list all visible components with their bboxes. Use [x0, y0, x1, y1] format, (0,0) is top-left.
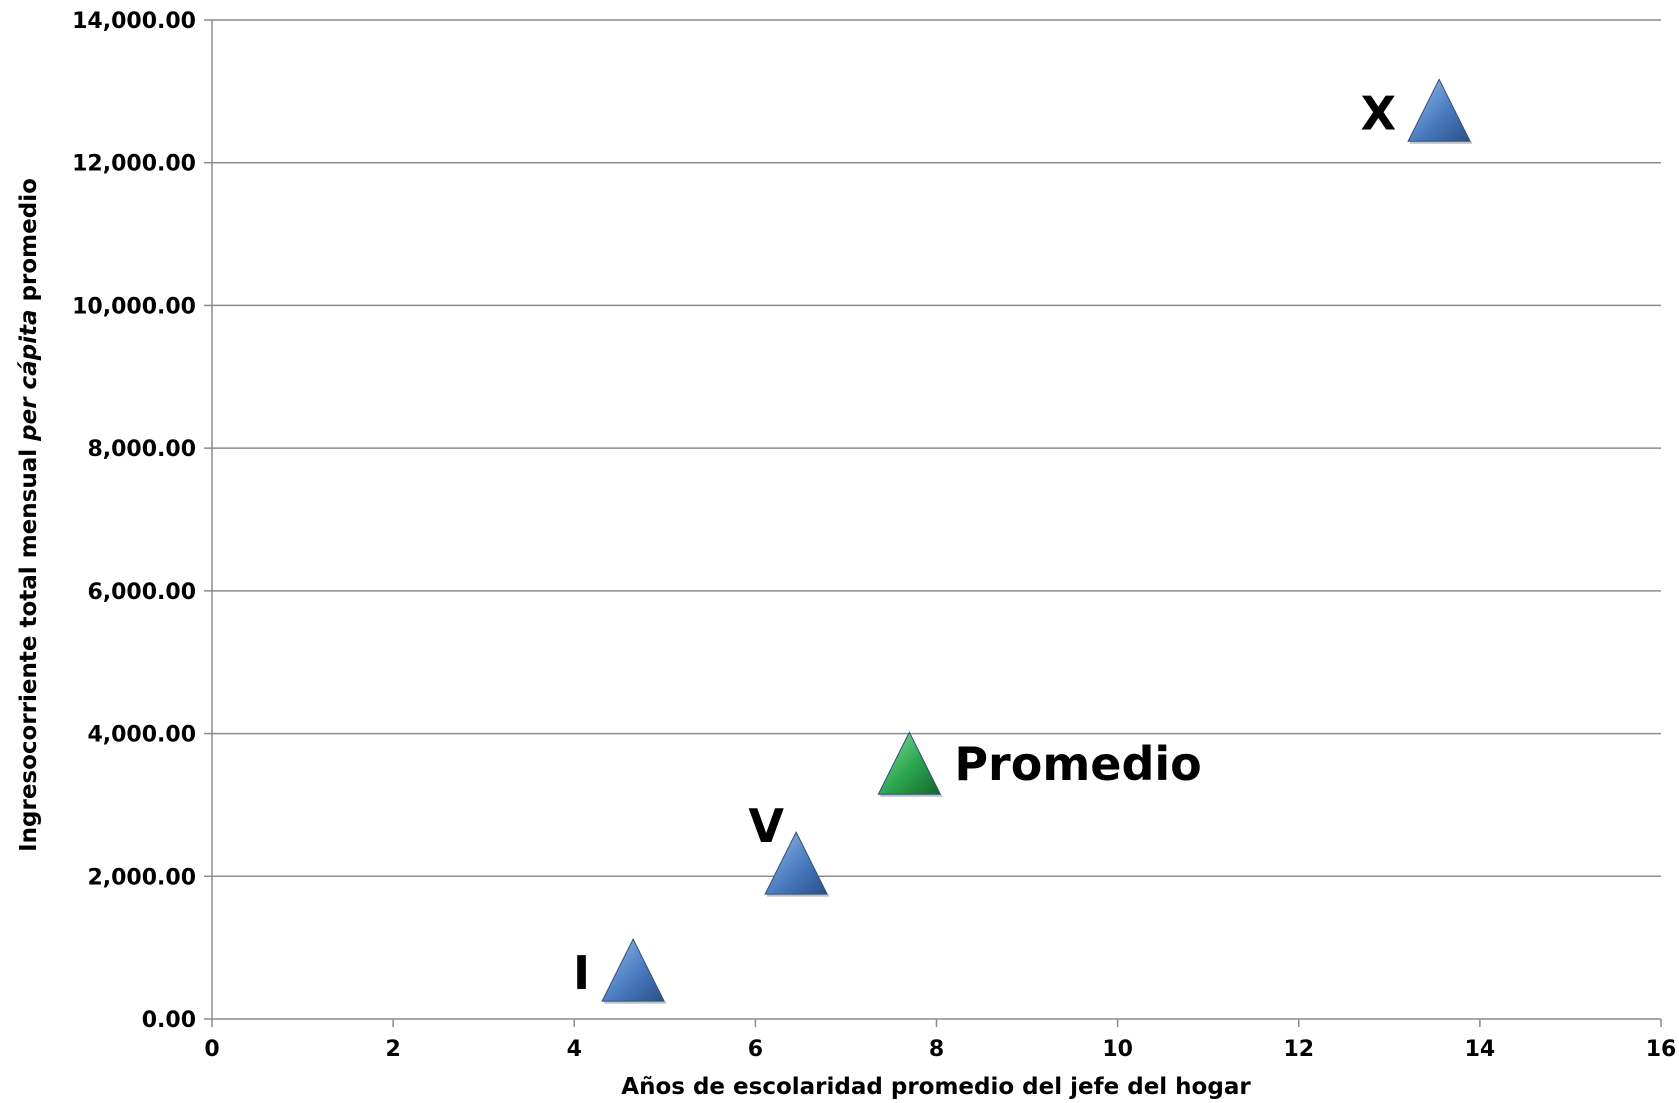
- triangle-marker: [601, 938, 665, 1002]
- point-label: X: [1361, 86, 1396, 140]
- y-tick-label: 0.00: [142, 1008, 196, 1033]
- x-tick-label: 14: [1465, 1037, 1496, 1062]
- x-tick-label: 2: [385, 1037, 400, 1062]
- triangle-marker: [1407, 78, 1471, 142]
- data-point: I: [573, 938, 667, 1004]
- x-tick-label: 10: [1102, 1037, 1133, 1062]
- y-axis-title-part1: Ingresocorriente total mensual: [16, 441, 42, 852]
- y-tick-label: 6,000.00: [87, 580, 196, 605]
- y-axis-title: Ingresocorriente total mensual per cápit…: [16, 178, 42, 852]
- data-point: Promedio: [877, 731, 1202, 797]
- y-tick-label: 8,000.00: [87, 437, 196, 462]
- x-tick-label: 12: [1283, 1037, 1314, 1062]
- data-point: X: [1361, 78, 1473, 144]
- y-tick-label: 14,000.00: [72, 9, 196, 34]
- x-tick-label: 0: [204, 1037, 219, 1062]
- y-tick-label: 4,000.00: [87, 723, 196, 748]
- point-label: V: [748, 799, 784, 853]
- triangle-marker: [877, 731, 942, 795]
- y-tick-labels: 0.00 2,000.00 4,000.00 6,000.00 8,000.00 10,0…: [72, 9, 196, 1033]
- x-axis-title: Años de escolaridad promedio del jefe de…: [621, 1074, 1251, 1100]
- x-tick-label: 16: [1646, 1037, 1677, 1062]
- y-axis-title-italic: per cápita: [16, 309, 42, 441]
- y-axis-title-part3: promedio: [16, 178, 42, 309]
- y-tick-label: 10,000.00: [72, 294, 196, 319]
- triangle-marker: [764, 831, 828, 895]
- point-label: I: [573, 946, 590, 1000]
- x-tick-label: 8: [929, 1037, 944, 1062]
- x-tick-labels: 0 2 4 6 8 10 12 14 16: [204, 1037, 1676, 1062]
- y-tick-label: 12,000.00: [72, 152, 196, 177]
- data-points: I V Promedio X: [573, 78, 1473, 1004]
- x-tick-label: 6: [748, 1037, 763, 1062]
- axes: [204, 19, 1662, 1027]
- data-point: V: [748, 799, 830, 897]
- gridlines: [212, 19, 1661, 878]
- y-tick-label: 2,000.00: [87, 865, 196, 890]
- point-label: Promedio: [954, 737, 1201, 791]
- x-tick-label: 4: [567, 1037, 582, 1062]
